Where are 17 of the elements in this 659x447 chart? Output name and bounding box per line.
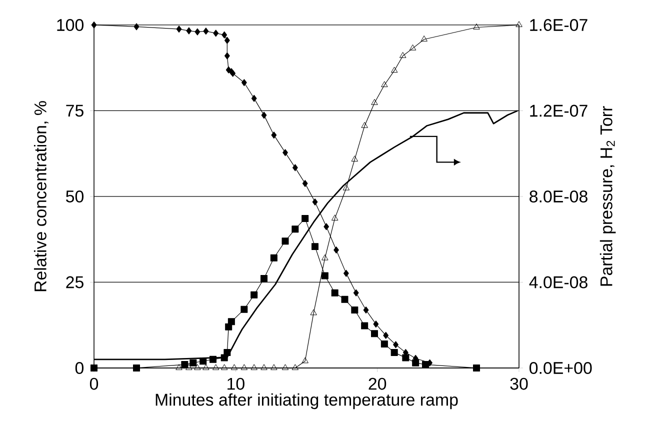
x-tick-label: 30: [510, 378, 528, 390]
y-tick-label: 25: [66, 276, 84, 288]
y-axis-title: Relative concentration, %: [34, 101, 48, 292]
y2-tick-label: 4.0E-08: [529, 276, 588, 288]
y2-tick-label: 0.0E+00: [530, 362, 592, 374]
x-tick-label: 0: [90, 378, 98, 390]
y2-tick-label: 1.6E-07: [530, 18, 588, 31]
y-tick-label: 100: [57, 18, 84, 31]
x-tick-label: 10: [228, 378, 244, 390]
y-tick-label: 0: [75, 362, 84, 374]
x-axis-title: Minutes after initiating temperature ramp: [156, 393, 458, 410]
y-tick-label: 75: [66, 104, 84, 117]
y2-tick-label: 1.2E-07: [530, 104, 588, 117]
y2-axis-title: Partial pressure, H$_{2}$ Torr: [600, 106, 616, 286]
y-tick-label: 50: [66, 190, 84, 202]
x-tick-label: 20: [368, 378, 386, 390]
y2-tick-label: 8.0E-08: [530, 190, 588, 202]
